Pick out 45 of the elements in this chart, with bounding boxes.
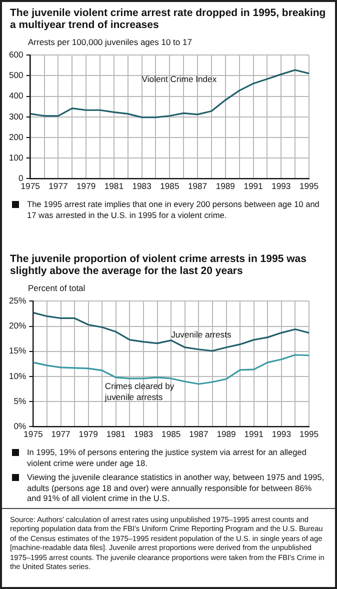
y-tick-label: 200 bbox=[8, 132, 24, 142]
chart-title: The juvenile proportion of violent crime arrests in 1995 was slightly above the average for the last 20 years bbox=[9, 252, 308, 277]
y-tick-label: 20% bbox=[8, 320, 27, 331]
y-axis-title: Percent of total bbox=[27, 282, 86, 293]
x-tick-label: 1995 bbox=[299, 429, 319, 440]
y-tick-label: 10% bbox=[8, 370, 27, 381]
series-label: Crimes cleared by juvenile arrests bbox=[104, 380, 175, 402]
x-tick-label: 1975 bbox=[24, 429, 43, 440]
x-tick-label: 1985 bbox=[162, 429, 181, 440]
x-tick-label: 1981 bbox=[106, 429, 126, 440]
y-tick-label: 0 bbox=[18, 173, 24, 184]
x-tick-label: 1991 bbox=[244, 181, 264, 192]
x-tick-label: 1993 bbox=[272, 181, 291, 192]
y-tick-label: 15% bbox=[8, 346, 27, 356]
y-tick-label: 500 bbox=[8, 70, 24, 80]
x-tick-label: 1981 bbox=[104, 181, 124, 192]
chart-title: The juvenile violent crime arrest rate dropped in 1995, breaking a multiyear trend of increases bbox=[9, 6, 327, 31]
y-tick-label: 5% bbox=[14, 396, 27, 406]
text: Viewing the juvenile clearance statistics in another way, between 1975 and 1995, adults (persons age 18 and over) were annually responsible for between 86% and 91% of all violent crime in the U.S. bbox=[27, 472, 326, 504]
y-tick-label: 25% bbox=[8, 296, 27, 306]
x-tick-label: 1991 bbox=[244, 429, 264, 440]
x-tick-label: 1983 bbox=[134, 429, 154, 440]
x-tick-label: 1977 bbox=[48, 181, 68, 192]
x-tick-label: 1985 bbox=[160, 181, 180, 192]
x-tick-label: 1989 bbox=[216, 181, 236, 192]
y-tick-label: 600 bbox=[8, 50, 24, 60]
y-tick-label: 300 bbox=[8, 111, 24, 122]
x-tick-label: 1979 bbox=[76, 181, 96, 192]
x-tick-label: 1989 bbox=[216, 429, 236, 440]
x-tick-label: 1993 bbox=[272, 429, 292, 440]
x-tick-label: 1979 bbox=[78, 429, 98, 440]
y-axis-title: Arrests per 100,000 juveniles ages 10 to 17 bbox=[27, 36, 193, 47]
x-tick-label: 1983 bbox=[132, 181, 152, 192]
x-tick-label: 1995 bbox=[299, 181, 319, 192]
y-tick-label: 100 bbox=[8, 152, 24, 162]
series-label: Juvenile arrests bbox=[171, 329, 232, 340]
x-tick-label: 1975 bbox=[20, 181, 40, 192]
y-tick-label: 400 bbox=[8, 90, 24, 101]
text: Violent Crime Index bbox=[142, 74, 218, 84]
x-tick-label: 1987 bbox=[189, 429, 208, 440]
x-tick-label: 1987 bbox=[188, 181, 208, 192]
y-tick-label: 0% bbox=[14, 421, 27, 432]
x-tick-label: 1977 bbox=[51, 429, 71, 440]
text: In 1995, 19% of persons entering the justice system via arrest for an alleged violent crime were under age 18. bbox=[27, 447, 308, 468]
text: The 1995 arrest rate implies that one in every 200 persons between age 10 and 17 was arrested in the U.S. in 1995 for a violent crime. bbox=[27, 199, 320, 220]
